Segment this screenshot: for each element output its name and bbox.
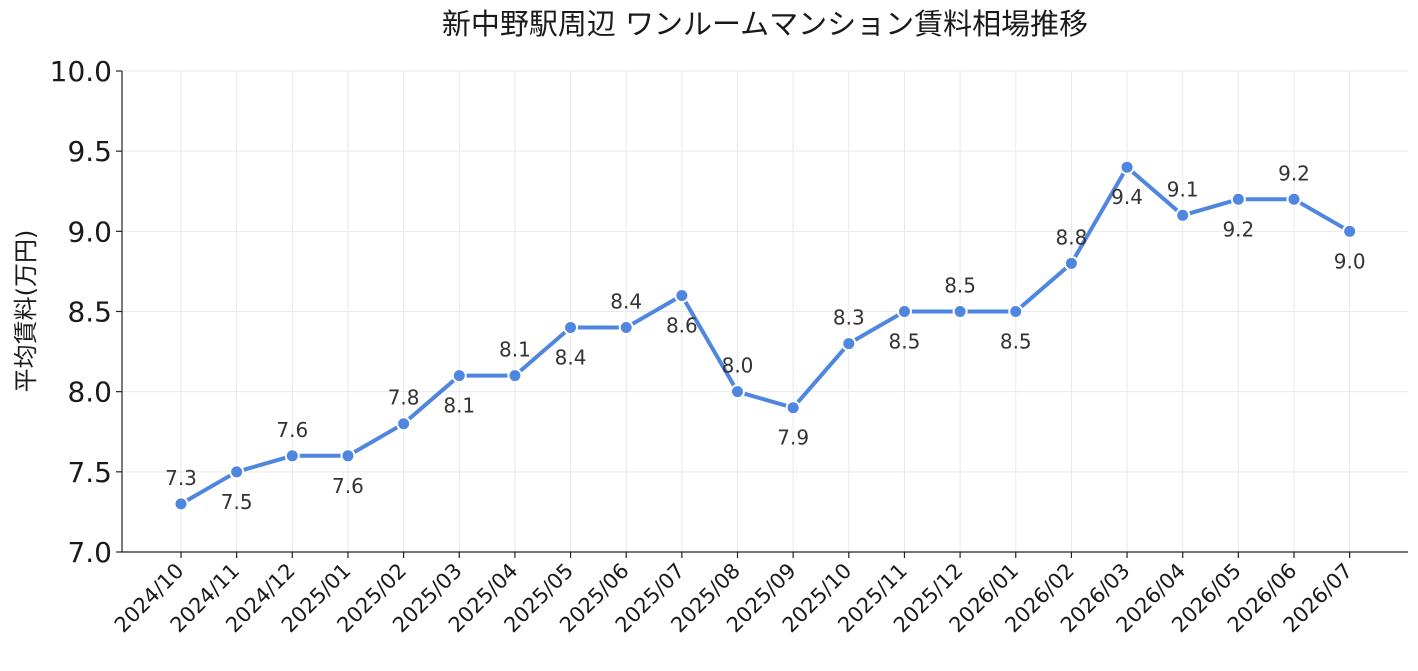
y-tick-label: 7.0 bbox=[67, 536, 112, 569]
data-point bbox=[841, 336, 857, 352]
data-label: 8.4 bbox=[610, 290, 642, 314]
data-label: 7.6 bbox=[276, 418, 308, 442]
data-label: 8.4 bbox=[555, 346, 587, 370]
data-label: 9.4 bbox=[1111, 185, 1143, 209]
data-point bbox=[952, 304, 968, 319]
data-point bbox=[507, 368, 523, 384]
data-label: 7.5 bbox=[221, 490, 253, 514]
data-point bbox=[1230, 191, 1246, 207]
grid bbox=[122, 70, 1408, 553]
y-axis-label: 平均賃料(万円) bbox=[12, 230, 40, 393]
data-point bbox=[340, 448, 356, 464]
data-label: 7.9 bbox=[777, 426, 809, 450]
data-point bbox=[1175, 207, 1191, 223]
data-label: 9.0 bbox=[1334, 249, 1366, 273]
y-tick-label: 9.5 bbox=[67, 135, 112, 168]
data-point bbox=[1119, 159, 1135, 175]
data-label: 9.1 bbox=[1167, 177, 1199, 201]
data-point bbox=[785, 400, 801, 416]
y-tick-label: 8.5 bbox=[67, 296, 112, 329]
data-label: 8.1 bbox=[443, 394, 475, 418]
data-label: 8.5 bbox=[889, 330, 921, 354]
data-label: 9.2 bbox=[1222, 217, 1254, 241]
y-tick-label: 8.0 bbox=[67, 376, 112, 409]
chart-title: 新中野駅周辺 ワンルームマンション賃料相場推移 bbox=[442, 7, 1088, 41]
data-point bbox=[284, 448, 300, 464]
data-point bbox=[396, 416, 412, 432]
x-ticks: 2024/102024/112024/122025/012025/022025/… bbox=[110, 552, 1357, 637]
data-label: 7.3 bbox=[165, 466, 197, 490]
data-label: 7.8 bbox=[388, 386, 420, 410]
data-label: 8.3 bbox=[833, 306, 865, 330]
data-label: 8.6 bbox=[666, 313, 698, 337]
data-point bbox=[1063, 255, 1079, 271]
data-label: 8.8 bbox=[1055, 225, 1087, 249]
data-label: 8.1 bbox=[499, 338, 531, 362]
data-point bbox=[229, 464, 245, 480]
y-ticks: 7.0 7.5 8.0 8.5 9.0 9.5 10.0 bbox=[50, 55, 122, 569]
data-label: 9.2 bbox=[1278, 161, 1310, 185]
data-point bbox=[1286, 191, 1302, 207]
data-label: 7.6 bbox=[332, 474, 364, 498]
data-label: 8.5 bbox=[1000, 330, 1032, 354]
data-point bbox=[451, 368, 467, 384]
data-point bbox=[618, 320, 634, 336]
data-point bbox=[674, 287, 690, 303]
data-point bbox=[1008, 304, 1024, 319]
data-point bbox=[896, 304, 912, 319]
data-point bbox=[173, 496, 189, 512]
data-labels: 7.3 7.5 7.6 7.6 7.8 8.1 8.1 8.4 8.4 8.6 8.0 7.9 8.3 8… bbox=[165, 161, 1365, 514]
data-point bbox=[1342, 223, 1358, 239]
data-label: 8.5 bbox=[944, 274, 976, 298]
y-tick-label: 9.0 bbox=[67, 215, 112, 248]
data-point bbox=[563, 320, 579, 336]
data-point bbox=[730, 384, 745, 400]
data-label: 8.0 bbox=[722, 354, 754, 378]
series bbox=[173, 159, 1358, 512]
series-line bbox=[179, 165, 1352, 506]
y-tick-label: 10.0 bbox=[50, 55, 112, 88]
y-tick-label: 7.5 bbox=[67, 456, 112, 489]
